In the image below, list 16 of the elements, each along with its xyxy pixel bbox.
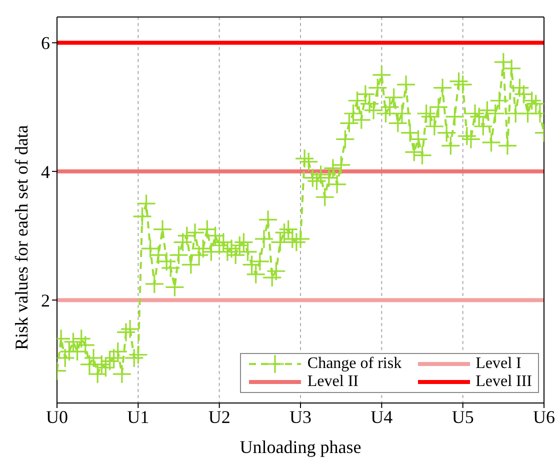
x-tick-label: U2 bbox=[208, 406, 230, 427]
y-axis-title: Risk values for each set of data bbox=[11, 125, 32, 350]
y-tick-label: 2 bbox=[41, 290, 50, 310]
legend-label: Level I bbox=[476, 355, 522, 373]
legend-label: Level II bbox=[307, 373, 358, 391]
y-tick-label: 4 bbox=[41, 162, 50, 182]
x-tick-label: U3 bbox=[290, 406, 312, 427]
y-tick-label: 6 bbox=[41, 33, 50, 54]
x-tick-label: U4 bbox=[370, 406, 393, 427]
x-tick-label: U6 bbox=[533, 406, 555, 427]
legend-label: Change of risk bbox=[307, 355, 402, 373]
x-tick-label: U1 bbox=[127, 406, 150, 427]
x-tick-label: U5 bbox=[452, 406, 474, 427]
x-axis-title: Unloading phase bbox=[240, 437, 362, 457]
x-tick-label: U0 bbox=[46, 406, 68, 427]
legend-label: Level III bbox=[476, 373, 532, 391]
